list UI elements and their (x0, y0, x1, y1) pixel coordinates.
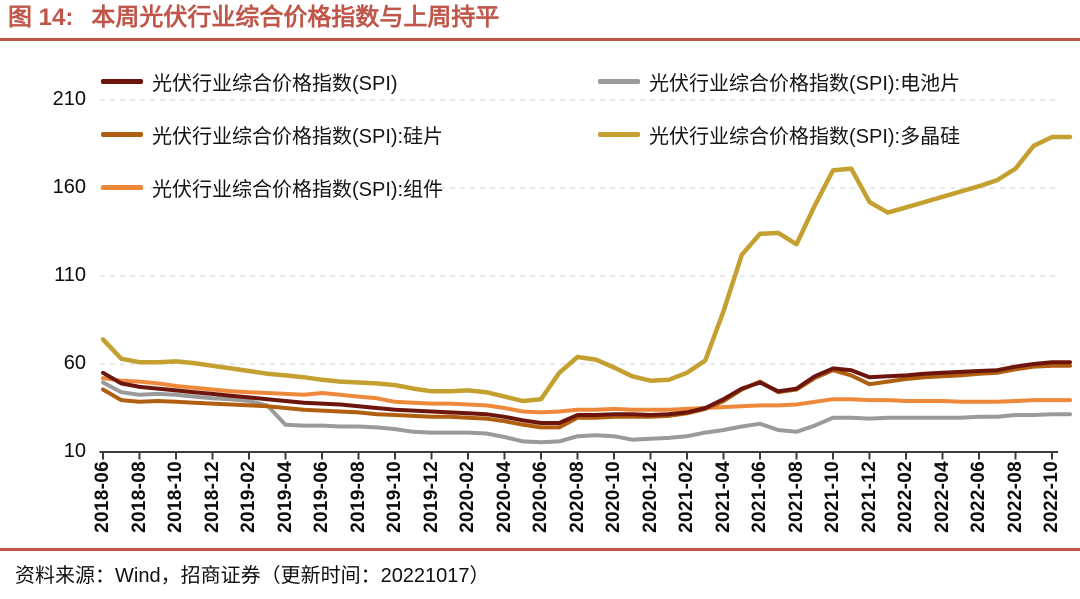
x-tick-label: 2019-10 (384, 461, 405, 533)
legend-item: 光伏行业综合价格指数(SPI):组件 (101, 170, 598, 204)
x-tick-label: 2020-12 (639, 461, 661, 533)
y-tick-label: 160 (52, 176, 86, 198)
x-tick-label: 2019-06 (311, 461, 332, 533)
x-tick-label: 2020-10 (603, 461, 624, 533)
series-line (101, 363, 1072, 430)
x-tick-label: 2019-12 (420, 461, 442, 533)
source-note: 资料来源：Wind，招商证券（更新时间：20221017） (15, 565, 490, 587)
chart-legend: 光伏行业综合价格指数(SPI) 光伏行业综合价格指数(SPI):电池片 光伏行业综合… (101, 64, 1059, 204)
x-tick-label: 2022-06 (968, 461, 989, 533)
legend-line-swatch (101, 131, 143, 137)
x-tick-label: 2018-06 (92, 461, 113, 533)
figure-footer: 资料来源：Wind，招商证券（更新时间：20221017） (0, 548, 1080, 599)
x-tick-label: 2020-02 (457, 461, 478, 533)
x-tick-label: 2021-04 (712, 461, 734, 533)
series-line (101, 376, 1072, 415)
y-tick-label: 10 (63, 440, 86, 462)
legend-label: 光伏行业综合价格指数(SPI):电池片 (649, 72, 961, 95)
x-tick-label: 2022-02 (895, 461, 916, 533)
x-tick-label: 2020-08 (566, 461, 588, 533)
x-tick-label: 2021-12 (858, 461, 880, 533)
legend-line-swatch (598, 131, 640, 137)
legend-item: 光伏行业综合价格指数(SPI):硅片 (101, 117, 598, 151)
x-tick-label: 2018-12 (201, 461, 223, 533)
legend-label: 光伏行业综合价格指数(SPI) (152, 72, 398, 95)
legend-item: 光伏行业综合价格指数(SPI):多晶硅 (598, 117, 1059, 151)
x-tick-label: 2022-04 (931, 461, 953, 533)
legend-label: 光伏行业综合价格指数(SPI):组件 (152, 178, 444, 201)
x-tick-label: 2021-10 (822, 461, 843, 533)
x-tick-label: 2022-08 (1004, 461, 1026, 533)
x-tick-label: 2020-04 (493, 461, 515, 533)
x-tick-label: 2018-10 (165, 461, 186, 533)
figure-title: 本周光伏行业综合价格指数与上周持平 (91, 4, 500, 31)
legend-line-swatch (101, 78, 143, 84)
y-tick-label: 60 (63, 352, 86, 374)
y-tick-label: 210 (52, 88, 86, 110)
legend-line-swatch (598, 78, 640, 84)
x-tick-label: 2020-06 (530, 461, 551, 533)
figure-number: 图 14: (8, 4, 74, 31)
legend-item: 光伏行业综合价格指数(SPI) (101, 64, 598, 98)
x-tick-label: 2019-02 (238, 461, 259, 533)
x-tick-label: 2019-04 (274, 461, 296, 533)
y-tick-label: 110 (54, 264, 86, 286)
x-tick-label: 2021-02 (676, 461, 697, 533)
legend-label: 光伏行业综合价格指数(SPI):硅片 (152, 125, 444, 148)
figure-titlebar: 图 14: 本周光伏行业综合价格指数与上周持平 (0, 0, 1080, 41)
series-line (100, 134, 1073, 404)
legend-item: 光伏行业综合价格指数(SPI):电池片 (598, 64, 1059, 98)
legend-line-swatch (101, 184, 143, 190)
x-tick-label: 2021-08 (785, 461, 807, 533)
x-tick-label: 2019-08 (347, 461, 369, 533)
x-tick-label: 2022-10 (1041, 461, 1062, 533)
legend-label: 光伏行业综合价格指数(SPI):多晶硅 (649, 125, 961, 148)
x-tick-label: 2021-06 (749, 461, 770, 533)
series-line (101, 360, 1072, 425)
x-tick-label: 2018-08 (128, 461, 150, 533)
